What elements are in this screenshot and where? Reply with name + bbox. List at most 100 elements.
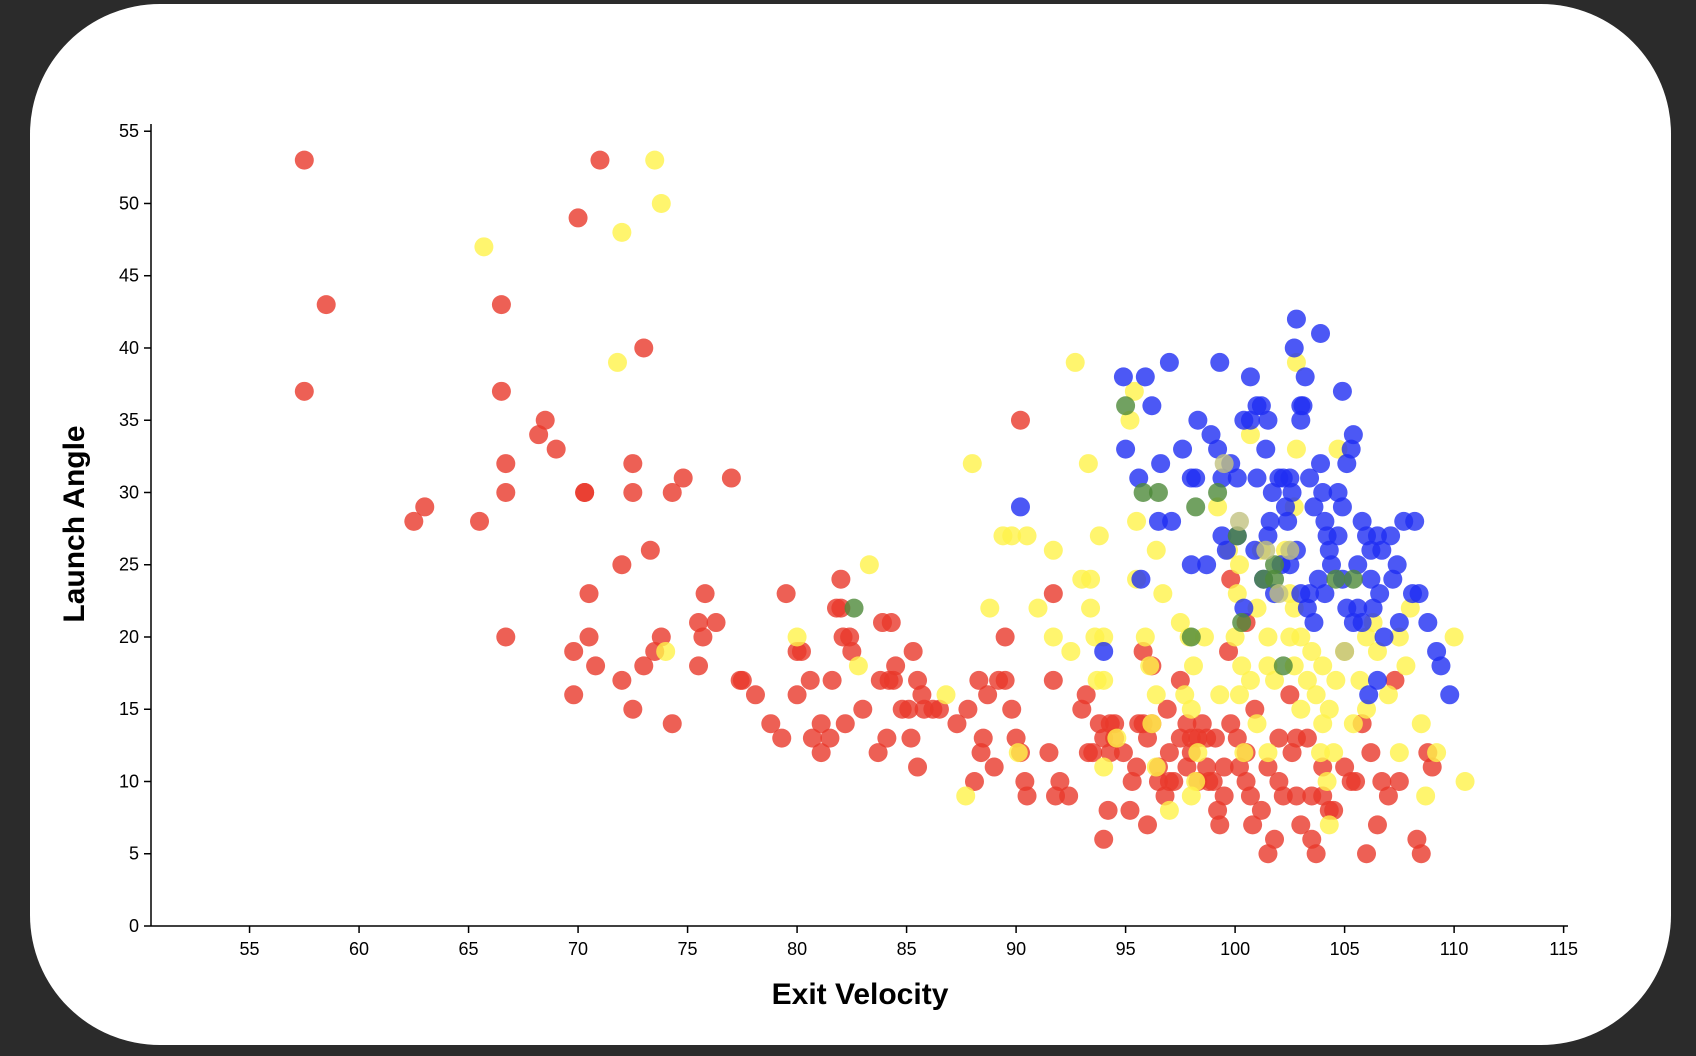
data-point	[1153, 584, 1173, 604]
data-point	[1072, 699, 1092, 719]
data-point	[973, 728, 993, 748]
data-point	[564, 685, 584, 705]
data-point	[535, 410, 555, 430]
data-point	[1291, 410, 1311, 430]
data-point	[1341, 439, 1361, 459]
data-point	[1212, 526, 1232, 546]
data-point	[474, 237, 494, 257]
data-point	[1186, 771, 1206, 791]
data-point	[1265, 670, 1285, 690]
data-point	[745, 685, 765, 705]
data-point	[1010, 497, 1030, 517]
data-point	[881, 613, 901, 633]
data-point	[491, 295, 511, 315]
data-point	[1297, 728, 1317, 748]
data-point	[787, 685, 807, 705]
data-point	[1297, 598, 1317, 618]
data-point	[1378, 786, 1398, 806]
data-point	[1028, 598, 1048, 618]
data-point	[1282, 482, 1302, 502]
data-point	[1286, 309, 1306, 329]
data-point	[1306, 844, 1326, 864]
data-point	[1120, 410, 1140, 430]
data-point	[1389, 627, 1409, 647]
data-point	[706, 613, 726, 633]
data-point	[899, 699, 919, 719]
data-point	[1186, 468, 1206, 488]
data-point	[1258, 410, 1278, 430]
data-point	[1043, 627, 1063, 647]
data-point	[623, 482, 643, 502]
data-point	[1225, 627, 1245, 647]
data-point	[1326, 670, 1346, 690]
data-point	[1389, 613, 1409, 633]
data-point	[415, 497, 435, 517]
data-point	[1385, 670, 1405, 690]
data-point	[1251, 396, 1271, 416]
data-point	[1363, 598, 1383, 618]
data-point	[1335, 757, 1355, 777]
data-point	[1170, 670, 1190, 690]
data-point	[1089, 526, 1109, 546]
data-point	[822, 670, 842, 690]
data-point	[1372, 540, 1392, 560]
data-point	[1094, 829, 1114, 849]
data-point	[1214, 786, 1234, 806]
data-point	[868, 743, 888, 763]
data-point	[1284, 598, 1304, 618]
data-point	[1208, 439, 1228, 459]
data-point	[1343, 569, 1363, 589]
data-point	[1328, 439, 1348, 459]
data-point	[1280, 555, 1300, 575]
data-point	[1133, 641, 1153, 661]
data-point	[1265, 829, 1285, 849]
data-point	[1227, 526, 1247, 546]
data-point	[1407, 829, 1427, 849]
data-point	[1017, 526, 1037, 546]
data-point	[831, 569, 851, 589]
data-point	[1293, 396, 1313, 416]
data-point	[689, 613, 709, 633]
data-point	[1328, 526, 1348, 546]
data-point	[1260, 511, 1280, 531]
data-point	[835, 714, 855, 734]
data-point	[1181, 627, 1201, 647]
data-point	[1286, 352, 1306, 372]
data-point	[1269, 584, 1289, 604]
data-point	[1002, 699, 1022, 719]
data-point	[529, 425, 549, 445]
data-point	[1208, 497, 1228, 517]
data-point	[956, 786, 976, 806]
data-point	[1240, 410, 1260, 430]
data-point	[1311, 324, 1331, 344]
data-point	[1313, 714, 1333, 734]
data-point	[995, 627, 1015, 647]
y-tick-label: 40	[119, 338, 139, 358]
data-point	[1105, 714, 1125, 734]
data-point	[1234, 743, 1254, 763]
data-point	[1181, 699, 1201, 719]
x-tick-label: 100	[1220, 939, 1250, 959]
data-point	[564, 641, 584, 661]
data-point	[1240, 367, 1260, 387]
data-point	[1124, 381, 1144, 401]
data-point	[978, 685, 998, 705]
data-point	[1357, 627, 1377, 647]
data-point	[1381, 526, 1401, 546]
data-point	[1240, 786, 1260, 806]
data-point	[1137, 728, 1157, 748]
data-point	[1002, 526, 1022, 546]
data-point	[1367, 641, 1387, 661]
data-point	[800, 670, 820, 690]
data-point	[1383, 569, 1403, 589]
data-point	[901, 728, 921, 748]
data-point	[1157, 699, 1177, 719]
data-point	[1348, 555, 1368, 575]
data-point	[1332, 381, 1352, 401]
data-point	[575, 482, 595, 502]
data-point	[1159, 352, 1179, 372]
data-point	[496, 627, 516, 647]
data-point	[886, 656, 906, 676]
y-tick-label: 0	[129, 916, 139, 936]
data-point	[1315, 511, 1335, 531]
